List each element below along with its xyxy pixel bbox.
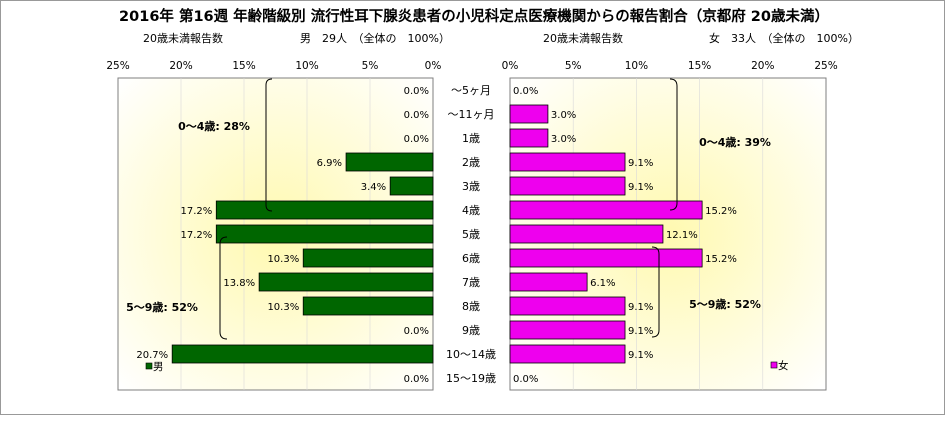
male-bar xyxy=(215,224,434,244)
female-annotation-0-4: 0～4歳: 39% xyxy=(699,135,771,149)
x-tick-label-right: 5% xyxy=(565,60,582,72)
right-header-summary: 女 33人 （全体の 100%） xyxy=(709,31,859,45)
female-bar xyxy=(509,104,549,124)
x-tick-label-left: 10% xyxy=(295,60,318,72)
left-header-caption: 20歳未満報告数 xyxy=(143,32,223,45)
male-data-label: 10.3% xyxy=(267,302,299,313)
female-bar xyxy=(509,248,703,268)
axis-tick-labels: 25% 20% 15% 10% 5% 0% 0% 5% 10% 15% 20% 25% xyxy=(106,60,837,72)
female-bar xyxy=(509,200,703,220)
male-data-label: 6.9% xyxy=(317,158,342,169)
category-label: 9歳 xyxy=(462,324,480,337)
category-label: 10～14歳 xyxy=(446,348,496,361)
female-data-label: 3.0% xyxy=(551,110,576,121)
category-label: 8歳 xyxy=(462,300,480,313)
category-label: 15～19歳 xyxy=(446,372,496,385)
legend-male: 男 xyxy=(145,361,164,373)
male-data-label: 0.0% xyxy=(404,374,429,385)
female-data-label: 15.2% xyxy=(705,254,737,265)
female-bar xyxy=(509,176,626,196)
female-data-label: 12.1% xyxy=(666,230,698,241)
female-data-label: 9.1% xyxy=(628,350,653,361)
female-brace-0-4 xyxy=(669,78,678,211)
x-tick-label-right: 15% xyxy=(688,60,711,72)
male-bar xyxy=(171,344,434,364)
chart-title: 2016年 第16週 年齢階級別 流行性耳下腺炎患者の小児科定点医療機関からの報… xyxy=(119,7,829,25)
female-bar xyxy=(509,224,664,244)
legend-female-label: 女 xyxy=(778,359,789,372)
male-bar xyxy=(215,200,434,220)
male-annotation-0-4: 0～4歳: 28% xyxy=(178,119,250,133)
female-data-label: 9.1% xyxy=(628,302,653,313)
female-data-label: 0.0% xyxy=(513,86,538,97)
x-tick-label-right: 0% xyxy=(502,60,519,72)
category-label: ～5ヶ月 xyxy=(451,84,491,97)
category-label: 3歳 xyxy=(462,180,480,193)
bars xyxy=(171,104,703,364)
x-tick-label-left: 5% xyxy=(362,60,379,72)
male-bar xyxy=(389,176,434,196)
legend-male-label: 男 xyxy=(153,361,164,373)
data-labels: 0.0% 0.0% 0.0% 3.0% 0.0% 3.0% 6.9% 9.1% 3.4% 9.1%… xyxy=(136,86,737,385)
female-annotation-5-9: 5～9歳: 52% xyxy=(689,297,761,311)
category-label: 2歳 xyxy=(462,156,480,169)
male-data-label: 13.8% xyxy=(223,278,255,289)
right-header-caption: 20歳未満報告数 xyxy=(543,32,623,45)
female-data-label: 3.0% xyxy=(551,134,576,145)
female-data-label: 6.1% xyxy=(590,278,615,289)
x-tick-label-left: 0% xyxy=(425,60,442,72)
legend-female-swatch xyxy=(770,361,778,369)
male-brace-5-9 xyxy=(219,236,228,340)
female-bar xyxy=(509,152,626,172)
category-label: 5歳 xyxy=(462,228,480,241)
male-data-label: 10.3% xyxy=(267,254,299,265)
female-bar xyxy=(509,344,626,364)
x-tick-label-right: 25% xyxy=(814,60,837,72)
male-bar xyxy=(345,152,434,172)
female-brace-5-9 xyxy=(651,246,660,338)
category-label: 7歳 xyxy=(462,276,480,289)
category-label: 4歳 xyxy=(462,204,480,217)
male-data-label: 17.2% xyxy=(180,206,212,217)
male-data-label: 17.2% xyxy=(180,230,212,241)
female-bar xyxy=(509,296,626,316)
x-tick-label-left: 20% xyxy=(169,60,192,72)
legend-male-swatch xyxy=(145,362,153,370)
female-data-label: 0.0% xyxy=(513,374,538,385)
left-header-summary: 男 29人 （全体の 100%） xyxy=(300,31,450,45)
male-data-label: 0.0% xyxy=(404,110,429,121)
female-data-label: 15.2% xyxy=(705,206,737,217)
x-tick-label-left: 15% xyxy=(232,60,255,72)
male-data-label: 3.4% xyxy=(361,182,386,193)
female-bar xyxy=(509,272,588,292)
female-bar xyxy=(509,128,549,148)
male-annotation-5-9: 5～9歳: 52% xyxy=(126,300,198,314)
category-label: 6歳 xyxy=(462,252,480,265)
female-data-label: 9.1% xyxy=(628,326,653,337)
male-data-label: 0.0% xyxy=(404,134,429,145)
male-bar xyxy=(302,296,434,316)
category-labels: ～5ヶ月 ～11ヶ月 1歳 2歳 3歳 4歳 5歳 6歳 7歳 8歳 9歳 10～14歳 15～19歳 xyxy=(446,84,496,385)
male-data-label: 0.0% xyxy=(404,86,429,97)
x-tick-label-right: 10% xyxy=(625,60,648,72)
x-tick-label-right: 20% xyxy=(751,60,774,72)
female-bar xyxy=(509,320,626,340)
male-bar xyxy=(258,272,434,292)
female-data-label: 9.1% xyxy=(628,158,653,169)
male-brace-0-4 xyxy=(265,78,273,212)
legend-female: 女 xyxy=(770,359,789,372)
category-label: ～11ヶ月 xyxy=(448,108,495,121)
category-label: 1歳 xyxy=(462,132,480,145)
female-data-label: 9.1% xyxy=(628,182,653,193)
male-bar xyxy=(302,248,434,268)
male-data-label: 20.7% xyxy=(136,350,168,361)
male-data-label: 0.0% xyxy=(404,326,429,337)
x-tick-label-left: 25% xyxy=(106,60,129,72)
